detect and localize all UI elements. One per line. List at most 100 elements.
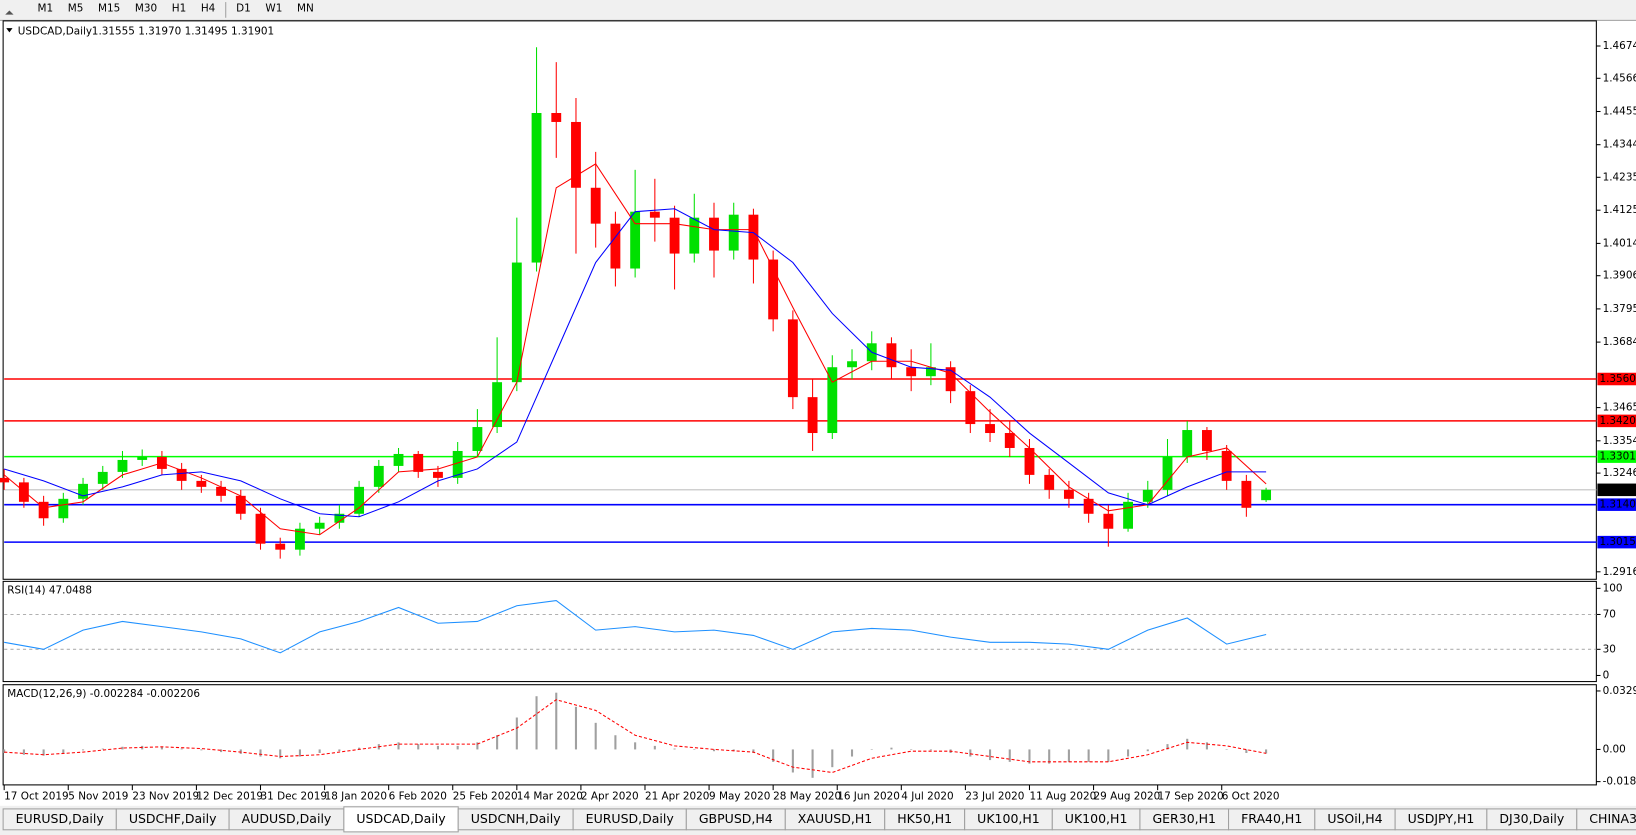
timeframe-button[interactable]: H1 (172, 2, 186, 14)
tab: USDCHF,Daily (115, 808, 230, 831)
timeframe-button[interactable]: D1 (236, 2, 251, 14)
y-tick-label: 100 (1603, 582, 1623, 594)
tab-background[interactable] (343, 806, 459, 833)
timeframe-button[interactable]: M30 (135, 2, 157, 14)
macd-bar (811, 749, 814, 778)
tab-label[interactable]: CHINA300,H1 (1589, 811, 1636, 826)
macd-bar (279, 749, 282, 759)
candle-body (511, 262, 522, 383)
candle-body (373, 465, 384, 487)
candle-body (492, 382, 503, 428)
tab-label[interactable]: USDCAD,Daily (356, 811, 446, 826)
macd-bar (101, 748, 104, 750)
candle-body (925, 367, 936, 377)
macd-bar (870, 749, 873, 750)
y-tick-label: 1.41250 (1603, 204, 1636, 216)
macd-bar (653, 745, 656, 750)
tab: AUDUSD,Daily (228, 808, 345, 831)
tab-label[interactable]: GBPUSD,H4 (699, 811, 773, 826)
macd-bar (496, 735, 499, 750)
timeframe-button[interactable]: W1 (265, 2, 282, 14)
timeframe-button[interactable]: MN (297, 2, 314, 14)
macd-bar (890, 747, 893, 750)
candle-body (1004, 433, 1015, 448)
tab-label[interactable]: HK50,H1 (897, 811, 952, 826)
tab-background[interactable] (1576, 808, 1636, 831)
tab-label[interactable]: DJ30,Daily (1499, 811, 1564, 826)
candle-body (965, 391, 976, 425)
tab-label[interactable]: XAUUSD,H1 (798, 811, 872, 826)
candle-body (827, 367, 838, 434)
macd-title: MACD(12,26,9) -0.002284 -0.002206 (7, 688, 200, 700)
macd-bar (476, 742, 479, 750)
macd-bar (1127, 749, 1130, 757)
tab: XAUUSD,H1 (784, 808, 886, 831)
tab: UK100,H1 (964, 808, 1053, 831)
rsi-panel (2, 580, 1597, 683)
timeframe-button[interactable]: M5 (68, 2, 84, 14)
tab-label[interactable]: USDCNH,Daily (471, 811, 561, 826)
x-tick-label: 6 Feb 2020 (389, 790, 447, 802)
macd-bar (929, 749, 932, 751)
tab-label[interactable]: EURUSD,Daily (586, 811, 675, 826)
toolbar (0, 0, 1636, 20)
macd-bar (988, 749, 992, 761)
tab-label[interactable]: UK100,H1 (977, 811, 1040, 826)
candle-body (945, 367, 956, 392)
macd-bar (969, 749, 972, 757)
candle-body (413, 453, 424, 472)
candle-body (807, 397, 818, 434)
candle-body (1142, 489, 1153, 502)
candle-body (0, 477, 10, 483)
tab-label[interactable]: GER30,H1 (1152, 811, 1216, 826)
macd-bar (634, 742, 637, 750)
tab: USOil,H4 (1314, 808, 1396, 831)
x-tick-label: 21 Apr 2020 (645, 790, 709, 802)
tab-label[interactable]: USDCHF,Daily (129, 811, 217, 826)
chart-menu-arrow[interactable] (6, 28, 13, 33)
candle-body (275, 543, 286, 550)
level-label: 1.34206 (1599, 415, 1636, 427)
price-label-box (1597, 483, 1636, 497)
tab: UK100,H1 (1051, 808, 1141, 831)
candle-body (472, 427, 483, 451)
macd-bar (22, 749, 25, 755)
moving-average (4, 208, 1267, 518)
y-tick-label: 1.43440 (1603, 139, 1636, 151)
macd-bar (791, 749, 794, 773)
macd-bar (456, 745, 459, 750)
candle-body (176, 468, 187, 481)
candle-body (531, 112, 542, 263)
macd-bar (121, 746, 124, 750)
timeframe-button[interactable]: M15 (98, 2, 120, 14)
y-tick-label: 1.29160 (1603, 566, 1636, 578)
main-panel (2, 20, 1597, 580)
tab-label[interactable]: USOil,H4 (1327, 811, 1382, 826)
tab-label[interactable]: AUDUSD,Daily (242, 811, 332, 826)
candle-body (78, 483, 88, 499)
candle-body (630, 211, 641, 269)
x-tick-label: 17 Sep 2020 (1158, 790, 1224, 802)
tab-label[interactable]: EURUSD,Daily (16, 811, 105, 826)
timeframe-button[interactable]: M1 (38, 2, 54, 14)
panel-line: 100 70 30 0 (4, 582, 1623, 681)
candle-body (38, 501, 49, 519)
macd-bar (200, 749, 203, 751)
candle-body (255, 513, 266, 544)
candle-body (1083, 498, 1094, 514)
level-label: 1.31405 (1599, 499, 1636, 511)
macd-bar (555, 692, 558, 750)
candle-body (669, 217, 680, 254)
toolbar-icon[interactable] (5, 10, 14, 15)
rsi-line (4, 600, 1267, 654)
macd-bar (1146, 749, 1149, 752)
tab-label[interactable]: FRA40,H1 (1241, 811, 1302, 826)
timeframe-button[interactable]: H4 (201, 2, 216, 14)
tab-label[interactable]: USDJPY,H1 (1408, 811, 1475, 826)
candle-body (1182, 430, 1193, 457)
tab-label[interactable]: UK100,H1 (1065, 811, 1128, 826)
macd-panel (2, 684, 1597, 786)
candle-body (1123, 501, 1133, 529)
